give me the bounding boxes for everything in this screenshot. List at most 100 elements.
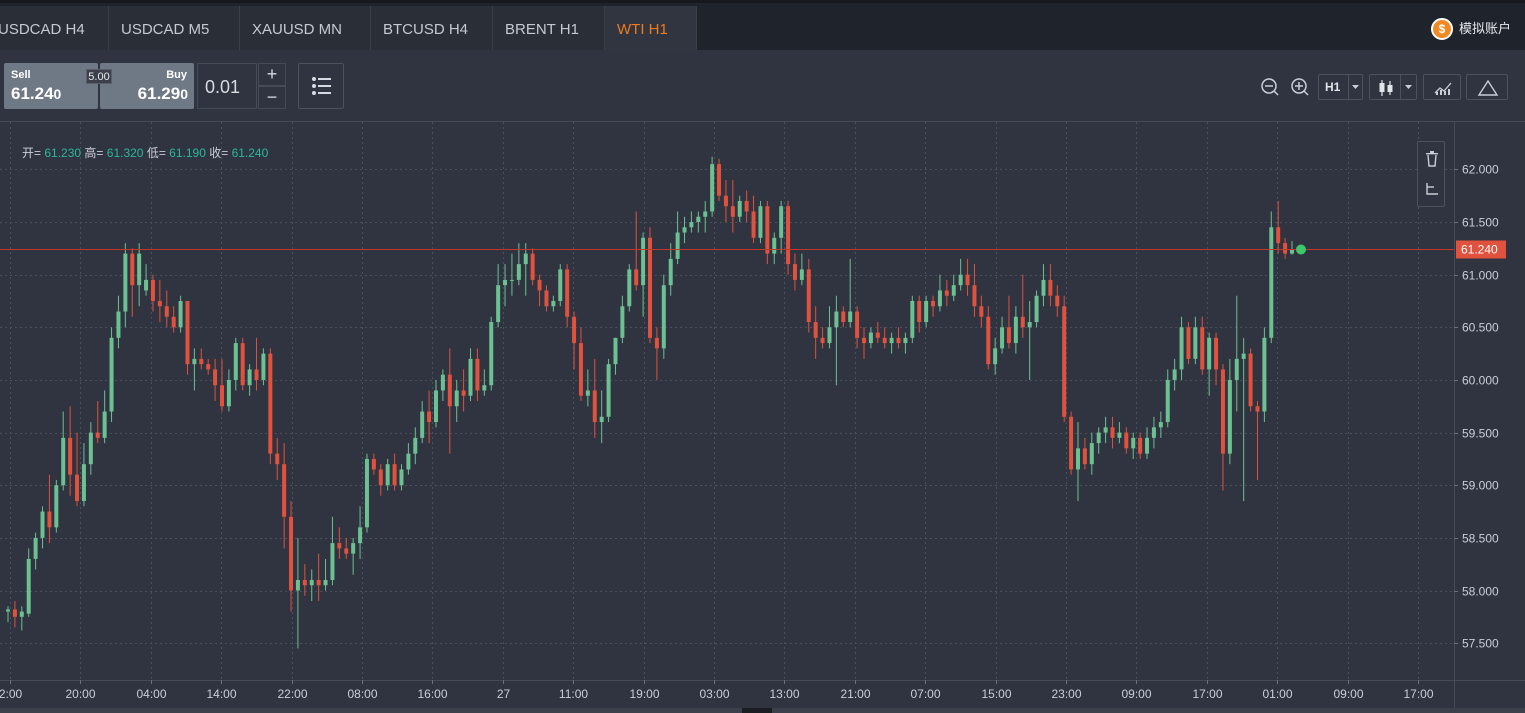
candle-body: [171, 316, 176, 328]
buy-price: 61.290: [137, 84, 188, 103]
y-tick-label: 61.500: [1462, 216, 1499, 230]
x-tick-label: 27: [497, 687, 511, 701]
candle-body: [226, 379, 231, 407]
tab-usdcad-m5[interactable]: USDCAD M5: [109, 6, 240, 53]
candle-body: [958, 274, 963, 286]
quantity-input[interactable]: 0.01: [197, 63, 257, 109]
candle-body: [371, 458, 376, 470]
horizontal-scrollbar[interactable]: [0, 708, 1525, 713]
x-tick-label: 11:00: [559, 687, 588, 701]
candle-body: [806, 269, 811, 323]
candle-body: [689, 222, 694, 228]
sell-button[interactable]: Sell 61.240: [4, 63, 98, 109]
candle-body: [1062, 306, 1067, 417]
candle-body: [799, 269, 804, 280]
tab-xauusd-mn[interactable]: XAUUSD MN: [240, 6, 371, 53]
candle-body: [509, 279, 514, 281]
candle-body: [1020, 316, 1025, 328]
candle-body: [751, 211, 756, 238]
x-tick-label: 17:00: [1403, 687, 1433, 701]
drawing-tools-button[interactable]: [1466, 74, 1508, 100]
candle-body: [1110, 427, 1115, 438]
trash-icon[interactable]: [1424, 150, 1440, 168]
scrollbar-thumb[interactable]: [742, 708, 772, 713]
candle-body: [599, 416, 604, 423]
quantity-plus-button[interactable]: +: [258, 63, 286, 86]
order-list-button[interactable]: [298, 63, 344, 109]
timeframe-select[interactable]: H1: [1318, 74, 1363, 100]
candle-body: [309, 579, 314, 586]
candle-body: [192, 358, 197, 365]
x-tick-label: 13:00: [769, 687, 799, 701]
candle-body: [206, 364, 211, 370]
buy-button[interactable]: Buy 61.290: [100, 63, 194, 109]
zoom-out-button[interactable]: [1258, 74, 1282, 100]
candle-body: [558, 269, 563, 301]
candle-body: [758, 206, 763, 238]
x-tick-label: 15:00: [981, 687, 1011, 701]
ohlc-high-label: 高=: [84, 146, 104, 160]
candle-body: [723, 195, 728, 207]
candle-body: [1013, 316, 1018, 344]
candle-body: [606, 364, 611, 417]
candle-body: [972, 285, 977, 307]
candle-body: [572, 316, 577, 344]
quantity-minus-button[interactable]: −: [258, 86, 286, 109]
ohlc-readout: 开= 61.230 高= 61.320 低= 61.190 收= 61.240: [22, 144, 268, 161]
indicators-button[interactable]: [1423, 74, 1461, 100]
candle-body: [1207, 337, 1212, 370]
candle-body: [924, 300, 929, 323]
candle-body: [399, 469, 404, 486]
candle-body: [351, 543, 356, 554]
candle-body: [1276, 227, 1281, 244]
sell-price: 61.240: [11, 84, 62, 103]
candle-body: [233, 343, 238, 380]
tab-brent-h1[interactable]: BRENT H1: [493, 6, 605, 53]
candle-body: [1283, 243, 1288, 254]
x-tick-label: 21:00: [840, 687, 870, 701]
candle-body: [461, 390, 466, 396]
indicators-icon: [1434, 82, 1452, 95]
current-price-tag: [1456, 240, 1506, 259]
zoom-out-icon: [1261, 78, 1279, 96]
candle-body: [931, 300, 936, 307]
candle-body: [696, 216, 701, 223]
ohlc-open-value: 61.230: [44, 146, 82, 160]
candle-body: [523, 253, 528, 265]
candle-body: [144, 279, 149, 291]
tab-btcusd-h4[interactable]: BTCUSD H4: [371, 6, 493, 53]
candle-body: [1048, 279, 1053, 296]
candle-body: [254, 369, 259, 380]
candle-body: [951, 285, 956, 296]
zoom-in-button[interactable]: [1288, 74, 1312, 100]
price-chart[interactable]: 57.500 58.000 58.500 59.000 59.500 60.000 60.5…: [0, 122, 1525, 708]
candle-body: [282, 464, 287, 517]
candle-body: [385, 464, 390, 486]
candle-body: [675, 232, 680, 259]
candle-body: [820, 337, 825, 344]
zoom-in-icon: [1291, 78, 1309, 96]
undo-icon[interactable]: [1424, 180, 1440, 198]
chart-type-select[interactable]: [1369, 74, 1417, 100]
x-tick-label: 23:00: [1051, 687, 1081, 701]
tab-wti-h1[interactable]: WTI H1: [605, 6, 697, 53]
y-tick-label: 58.500: [1462, 532, 1499, 546]
side-tools: [1417, 141, 1445, 207]
y-tick-label: 60.000: [1462, 374, 1499, 388]
tab-usdcad-h4[interactable]: USDCAD H4: [0, 6, 109, 53]
x-tick-label: 09:00: [1121, 687, 1151, 701]
candle-body: [682, 227, 687, 233]
candle-body: [786, 206, 791, 265]
candle-body: [185, 300, 190, 365]
timeframe-value: H1: [1325, 80, 1341, 94]
candle-body: [40, 511, 45, 538]
candle-body: [54, 485, 59, 528]
candle-body: [302, 579, 307, 586]
candle-body: [620, 306, 625, 338]
candle-body: [26, 558, 31, 614]
candle-body: [434, 390, 438, 423]
candle-body: [1124, 432, 1129, 449]
account-switcher[interactable]: $ 模拟账户: [1430, 17, 1511, 41]
x-tick-label: 08:00: [347, 687, 377, 701]
candle-body: [6, 609, 10, 612]
